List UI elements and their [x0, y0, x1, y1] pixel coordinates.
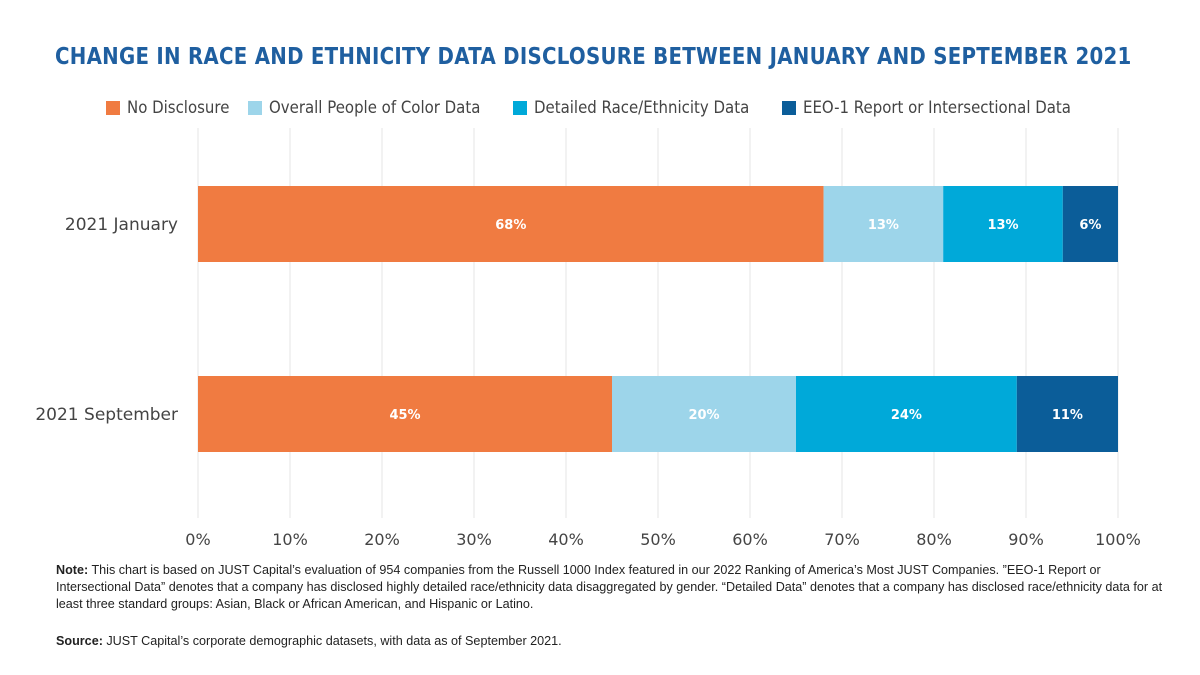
x-tick-label: 0%	[185, 530, 210, 549]
legend-swatch	[512, 101, 527, 115]
bar-segment	[823, 186, 944, 262]
legend-label: No Disclosure	[127, 98, 230, 118]
note-text: This chart is based on JUST Capital’s ev…	[56, 563, 1163, 611]
legend-item-overall-poc: Overall People of Color Data	[247, 98, 495, 118]
bar-segment	[1062, 186, 1118, 262]
x-tick-label: 80%	[916, 530, 952, 549]
x-tick-label: 90%	[1008, 530, 1044, 549]
x-tick-label: 20%	[364, 530, 400, 549]
data-label: 6%	[1079, 218, 1101, 233]
note-paragraph: Note: This chart is based on JUST Capita…	[56, 562, 1166, 613]
bar-segment	[198, 376, 612, 452]
legend-label: EEO-1 Report or Intersectional Data	[803, 98, 1072, 118]
bar-segment	[612, 376, 796, 452]
legend-item-eeo1: EEO-1 Report or Intersectional Data	[782, 98, 1094, 118]
legend-item-no-disclosure: No Disclosure	[106, 98, 230, 118]
source-label: Source:	[56, 634, 103, 648]
bar-segment	[1016, 376, 1118, 452]
legend-swatch	[247, 101, 262, 115]
bar-segment	[198, 186, 824, 262]
x-tick-label: 10%	[272, 530, 308, 549]
data-label: 68%	[495, 218, 526, 233]
chart-legend: No Disclosure Overall People of Color Da…	[0, 98, 1200, 118]
legend-swatch	[106, 101, 121, 115]
x-tick-label: 30%	[456, 530, 492, 549]
note-label: Note:	[56, 563, 89, 577]
data-label: 13%	[987, 218, 1018, 233]
bar-segment	[943, 186, 1063, 262]
source-text: JUST Capital’s corporate demographic dat…	[102, 634, 562, 648]
chart-plot-area: 0% 10% 20% 30% 40% 50% 60% 70% 80% 90% 100% 2021 Ja…	[35, 128, 1141, 549]
data-label: 45%	[389, 408, 420, 423]
y-category-label: 2021 January	[65, 215, 178, 235]
x-tick-label: 70%	[824, 530, 860, 549]
legend-label: Detailed Race/Ethnicity Data	[533, 98, 749, 118]
data-label: 11%	[1052, 408, 1083, 423]
chart-notes: Note: This chart is based on JUST Capita…	[56, 562, 1166, 650]
x-tick-label: 100%	[1095, 530, 1141, 549]
data-label: 13%	[868, 218, 899, 233]
legend-swatch	[782, 101, 797, 115]
x-tick-label: 40%	[548, 530, 584, 549]
x-tick-label: 50%	[640, 530, 676, 549]
chart-title: CHANGE IN RACE AND ETHNICITY DATA DISCLO…	[55, 44, 1132, 70]
legend-item-detailed: Detailed Race/Ethnicity Data	[512, 98, 765, 118]
data-label: 20%	[688, 408, 719, 423]
legend-label: Overall People of Color Data	[268, 98, 480, 118]
x-tick-label: 60%	[732, 530, 768, 549]
source-paragraph: Source: JUST Capital’s corporate demogra…	[56, 633, 1166, 650]
data-label: 24%	[891, 408, 922, 423]
bar-segment	[796, 376, 1017, 452]
y-category-label: 2021 September	[35, 405, 178, 425]
